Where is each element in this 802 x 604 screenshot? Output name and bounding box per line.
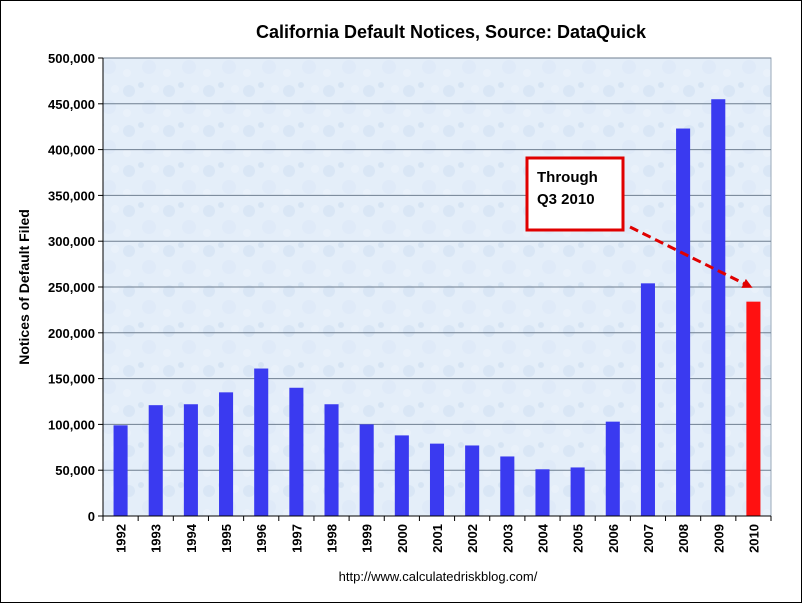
annotation-arrow: [629, 225, 753, 288]
chart-title: California Default Notices, Source: Data…: [256, 22, 647, 42]
y-axis-label: Notices of Default Filed: [16, 209, 32, 365]
x-tick-label: 1999: [360, 524, 375, 553]
annotation-box: [525, 156, 625, 232]
x-tick-label: 1996: [254, 524, 269, 553]
x-tick-label: 1997: [289, 524, 304, 553]
bar-2010: [746, 301, 761, 516]
bars: [113, 99, 761, 517]
bar-2005: [570, 467, 585, 516]
y-tick-label: 150,000: [48, 372, 95, 387]
x-tick-label: 2007: [641, 524, 656, 553]
y-tick-label: 500,000: [48, 51, 95, 66]
annotation-callout: Through Q3 2010: [525, 156, 753, 288]
source-url: http://www.calculatedriskblog.com/: [339, 569, 538, 584]
bar-1996: [254, 368, 269, 516]
x-tick-label: 2003: [500, 524, 515, 553]
x-tick-label: 2001: [430, 524, 445, 553]
bar-2007: [640, 283, 655, 516]
bar-2006: [605, 421, 620, 516]
x-tick-label: 1998: [325, 524, 340, 553]
annotation-line-2: Q3 2010: [537, 191, 595, 208]
bar-1992: [113, 425, 128, 516]
bar-1997: [289, 387, 304, 516]
bar-1994: [183, 404, 198, 516]
y-tick-label: 250,000: [48, 280, 95, 295]
x-tick-label: 2009: [711, 524, 726, 553]
x-tick-label: 1994: [184, 523, 199, 553]
x-tick-label: 2004: [535, 523, 550, 553]
x-tick-label: 2006: [606, 524, 621, 553]
y-axis: 0 50,000 100,000 150,000 200,000 250,000 300,0…: [48, 51, 104, 524]
y-tick-label: 350,000: [48, 188, 95, 203]
y-tick-label: 400,000: [48, 143, 95, 158]
y-tick-label: 300,000: [48, 234, 95, 249]
annotation-line-1: Through: [537, 169, 598, 186]
y-tick-label: 0: [88, 509, 95, 524]
bar-1999: [359, 424, 374, 516]
x-tick-label: 1992: [114, 524, 129, 553]
bar-1993: [148, 405, 163, 516]
bar-2001: [429, 443, 445, 516]
x-tick-label: 2010: [746, 524, 761, 553]
x-axis: 1992 1993 1994 1995 1996 1997 1998 1999 2000 2001…: [102, 515, 772, 553]
y-tick-label: 100,000: [48, 417, 95, 432]
bar-2008: [676, 128, 691, 517]
y-tick-label: 450,000: [48, 97, 95, 112]
x-tick-label: 2000: [395, 524, 410, 553]
y-tick-label: 200,000: [48, 326, 95, 341]
x-tick-label: 1995: [219, 524, 234, 553]
x-tick-label: 2002: [465, 524, 480, 553]
x-tick-label: 2008: [676, 524, 691, 553]
bar-2002: [465, 445, 480, 516]
bar-1995: [219, 392, 234, 516]
x-tick-label: 1993: [149, 524, 164, 553]
bar-2009: [711, 99, 726, 516]
bar-2004: [535, 469, 550, 516]
x-tick-label: 2005: [571, 524, 586, 553]
bar-1998: [324, 404, 339, 516]
bar-2000: [394, 435, 409, 516]
bar-2003: [500, 456, 515, 516]
y-tick-label: 50,000: [55, 463, 95, 478]
